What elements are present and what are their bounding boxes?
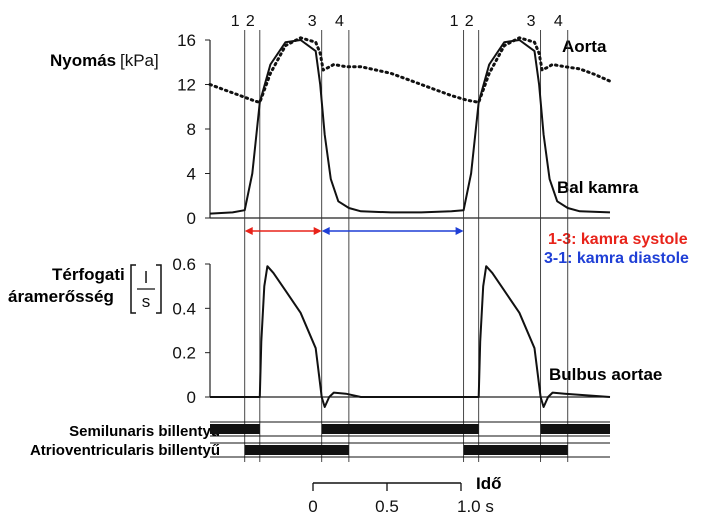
valve-label-atrioventricular: Atrioventricularis billentyű (30, 442, 220, 459)
pressure-tick-label: 16 (177, 31, 196, 50)
valve-closed-segment (244, 445, 349, 455)
aorta-pressure-line (208, 36, 612, 104)
diastole-arrow-head-left (321, 227, 330, 235)
valve-closed-segment (540, 424, 610, 434)
systole-arrow-head-right (313, 227, 322, 235)
flow-unit-numerator: l (144, 268, 148, 287)
left-ventricle-pressure-line (209, 39, 611, 215)
pressure-tick-label: 8 (187, 120, 196, 139)
flow-tick-label: 0.2 (172, 344, 196, 363)
phase-number-label: 4 (554, 13, 563, 30)
timescale-tick-label: 0.5 (375, 497, 399, 516)
flow-tick-label: 0.6 (172, 255, 196, 274)
systole-annotation: 1-3: kamra systole (548, 231, 688, 248)
valve-closed-segment (463, 445, 568, 455)
phase-number-label: 2 (465, 13, 474, 30)
valve-closed-segment (210, 424, 260, 434)
timescale-tick-label: 1.0 s (457, 497, 494, 516)
systole-arrow-head-left (244, 227, 253, 235)
diastole-arrow-head-right (455, 227, 464, 235)
timescale-tick-label: 0 (308, 497, 317, 516)
flow-tick-label: 0 (187, 388, 196, 407)
phase-number-label: 3 (308, 13, 317, 30)
valve-closed-segment (321, 424, 479, 434)
pressure-tick-label: 0 (187, 209, 196, 228)
series-label-aorta: Aorta (562, 37, 607, 56)
phase-number-label: 1 (450, 13, 459, 30)
pressure-tick-label: 12 (177, 76, 196, 95)
valve-label-semilunar: Semilunaris billentyű (69, 423, 220, 440)
pressure-axis-unit: [kPa] (120, 51, 159, 70)
phase-number-label: 1 (231, 13, 240, 30)
flow-axis-label-line2: áramerősség (8, 287, 114, 306)
phase-number-label: 3 (527, 13, 536, 30)
phase-number-label: 4 (335, 13, 344, 30)
flow-unit-bracket: l s (130, 264, 162, 314)
phase-number-label: 2 (246, 13, 255, 30)
pressure-tick-label: 4 (187, 165, 196, 184)
series-label-left-ventricle: Bal kamra (557, 178, 639, 197)
bulbus-aortae-flow-line (210, 265, 611, 408)
series-label-bulbus-aortae: Bulbus aortae (549, 365, 662, 384)
flow-unit-denominator: s (142, 292, 151, 311)
diastole-annotation: 3-1: kamra diastole (544, 250, 689, 267)
flow-tick-label: 0.4 (172, 299, 196, 318)
timescale-label: Idő (476, 474, 502, 493)
pressure-axis-label: Nyomás (50, 51, 116, 70)
flow-axis-label-line1: Térfogati (52, 265, 125, 284)
